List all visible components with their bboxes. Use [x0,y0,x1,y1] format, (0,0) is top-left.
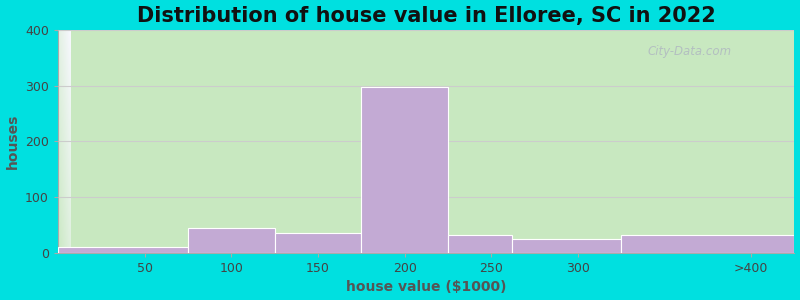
Bar [274,233,362,253]
Bar [362,87,448,253]
Bar [188,228,274,253]
Title: Distribution of house value in Elloree, SC in 2022: Distribution of house value in Elloree, … [137,6,716,26]
Bar [448,235,512,253]
Bar [621,235,794,253]
Bar [512,239,621,253]
X-axis label: house value ($1000): house value ($1000) [346,280,506,294]
Bar [58,247,188,253]
Text: City-Data.com: City-Data.com [647,46,731,59]
Y-axis label: houses: houses [6,114,19,169]
